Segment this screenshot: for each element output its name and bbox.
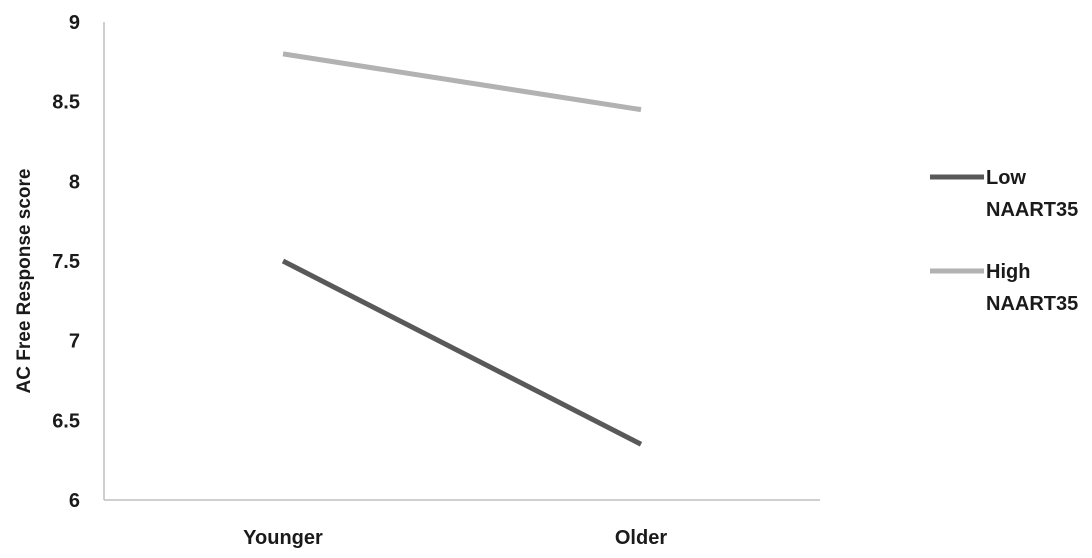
x-tick-label: Younger xyxy=(243,527,323,549)
y-tick-label: 6.5 xyxy=(52,410,80,432)
series-line-low-naart35 xyxy=(281,258,643,447)
y-tick-labels: 6 6.5 7 7.5 8 8.5 9 xyxy=(52,12,80,512)
legend-label: High xyxy=(986,261,1030,283)
x-tick-label: Older xyxy=(615,527,667,549)
y-tick-label: 7 xyxy=(69,331,80,353)
legend-label: Low xyxy=(986,167,1026,189)
legend: Low NAART35 High NAART35 xyxy=(930,167,1078,315)
legend-label: NAART35 xyxy=(986,293,1078,315)
series-layer xyxy=(281,51,643,447)
y-tick-label: 9 xyxy=(69,12,80,34)
y-axis-title: AC Free Response score xyxy=(14,169,35,394)
legend-label: NAART35 xyxy=(986,199,1078,221)
y-tick-label: 6 xyxy=(69,490,80,512)
y-tick-label: 8 xyxy=(69,171,80,193)
chart-axes xyxy=(103,22,820,501)
y-tick-label: 8.5 xyxy=(52,92,80,114)
legend-item: High NAART35 xyxy=(930,261,1078,315)
x-tick-labels: Younger Older xyxy=(243,527,667,549)
y-tick-label: 7.5 xyxy=(52,251,80,273)
legend-item: Low NAART35 xyxy=(930,167,1078,221)
series-line-high-naart35 xyxy=(282,51,642,113)
